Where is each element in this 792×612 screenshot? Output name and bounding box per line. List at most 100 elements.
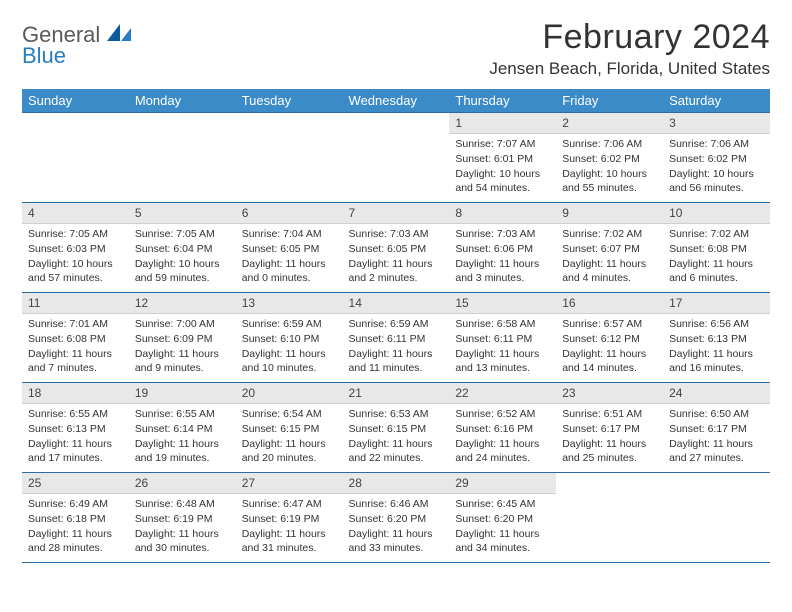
day-line-d1: Daylight: 10 hours [135,257,230,271]
day-cell: 18Sunrise: 6:55 AMSunset: 6:13 PMDayligh… [22,383,129,473]
day-line-ss: Sunset: 6:15 PM [242,422,337,436]
day-line-ss: Sunset: 6:09 PM [135,332,230,346]
day-line-d1: Daylight: 11 hours [242,257,337,271]
day-details: Sunrise: 7:01 AMSunset: 6:08 PMDaylight:… [22,314,129,380]
day-line-sr: Sunrise: 7:07 AM [455,137,550,151]
day-number: 23 [556,383,663,404]
day-line-d1: Daylight: 11 hours [562,437,657,451]
day-header-row: Sunday Monday Tuesday Wednesday Thursday… [22,89,770,113]
day-line-ss: Sunset: 6:18 PM [28,512,123,526]
day-line-sr: Sunrise: 7:05 AM [28,227,123,241]
day-details: Sunrise: 6:55 AMSunset: 6:14 PMDaylight:… [129,404,236,470]
day-line-sr: Sunrise: 7:06 AM [562,137,657,151]
day-details: Sunrise: 7:05 AMSunset: 6:04 PMDaylight:… [129,224,236,290]
day-cell: 4Sunrise: 7:05 AMSunset: 6:03 PMDaylight… [22,203,129,293]
day-line-ss: Sunset: 6:13 PM [669,332,764,346]
day-number: 5 [129,203,236,224]
day-line-sr: Sunrise: 7:05 AM [135,227,230,241]
day-cell [22,113,129,203]
day-line-sr: Sunrise: 7:06 AM [669,137,764,151]
day-line-ss: Sunset: 6:05 PM [349,242,444,256]
day-line-d2: and 19 minutes. [135,451,230,465]
day-number: 8 [449,203,556,224]
day-line-ss: Sunset: 6:10 PM [242,332,337,346]
day-cell: 2Sunrise: 7:06 AMSunset: 6:02 PMDaylight… [556,113,663,203]
day-details: Sunrise: 6:46 AMSunset: 6:20 PMDaylight:… [343,494,450,560]
day-details: Sunrise: 7:02 AMSunset: 6:08 PMDaylight:… [663,224,770,290]
day-line-sr: Sunrise: 6:56 AM [669,317,764,331]
day-cell: 19Sunrise: 6:55 AMSunset: 6:14 PMDayligh… [129,383,236,473]
day-line-ss: Sunset: 6:17 PM [562,422,657,436]
day-line-ss: Sunset: 6:19 PM [135,512,230,526]
day-details: Sunrise: 6:53 AMSunset: 6:15 PMDaylight:… [343,404,450,470]
day-number: 7 [343,203,450,224]
day-line-ss: Sunset: 6:11 PM [349,332,444,346]
brand-blue: Blue [22,45,133,67]
day-line-d2: and 14 minutes. [562,361,657,375]
day-number: 20 [236,383,343,404]
day-header-tue: Tuesday [236,89,343,113]
day-line-d2: and 34 minutes. [455,541,550,555]
day-number: 29 [449,473,556,494]
day-line-d1: Daylight: 11 hours [562,257,657,271]
day-number [129,113,236,133]
day-details: Sunrise: 7:06 AMSunset: 6:02 PMDaylight:… [556,134,663,200]
day-cell: 7Sunrise: 7:03 AMSunset: 6:05 PMDaylight… [343,203,450,293]
day-details: Sunrise: 7:00 AMSunset: 6:09 PMDaylight:… [129,314,236,380]
day-details: Sunrise: 7:03 AMSunset: 6:05 PMDaylight:… [343,224,450,290]
day-line-ss: Sunset: 6:20 PM [455,512,550,526]
day-line-ss: Sunset: 6:04 PM [135,242,230,256]
day-line-ss: Sunset: 6:12 PM [562,332,657,346]
day-number: 9 [556,203,663,224]
day-number: 28 [343,473,450,494]
day-cell: 5Sunrise: 7:05 AMSunset: 6:04 PMDaylight… [129,203,236,293]
day-cell: 24Sunrise: 6:50 AMSunset: 6:17 PMDayligh… [663,383,770,473]
day-line-ss: Sunset: 6:08 PM [28,332,123,346]
day-line-d1: Daylight: 11 hours [349,437,444,451]
day-number: 12 [129,293,236,314]
day-number: 17 [663,293,770,314]
day-details: Sunrise: 6:51 AMSunset: 6:17 PMDaylight:… [556,404,663,470]
day-line-ss: Sunset: 6:01 PM [455,152,550,166]
day-line-sr: Sunrise: 6:46 AM [349,497,444,511]
month-title: February 2024 [489,18,770,57]
day-number: 11 [22,293,129,314]
day-details: Sunrise: 7:03 AMSunset: 6:06 PMDaylight:… [449,224,556,290]
day-line-ss: Sunset: 6:11 PM [455,332,550,346]
day-cell: 17Sunrise: 6:56 AMSunset: 6:13 PMDayligh… [663,293,770,383]
day-line-d2: and 9 minutes. [135,361,230,375]
calendar-body: 1 Sunrise: 7:07 AMSunset: 6:01 PM Daylight… [22,113,770,563]
day-line-ss: Sunset: 6:03 PM [28,242,123,256]
day-cell: 21Sunrise: 6:53 AMSunset: 6:15 PMDayligh… [343,383,450,473]
day-cell: 9Sunrise: 7:02 AMSunset: 6:07 PMDaylight… [556,203,663,293]
day-line-sr: Sunrise: 6:53 AM [349,407,444,421]
day-number: 14 [343,293,450,314]
day-line-sr: Sunrise: 6:59 AM [242,317,337,331]
day-details: Sunrise: 7:04 AMSunset: 6:05 PMDaylight:… [236,224,343,290]
day-line-sr: Sunrise: 6:57 AM [562,317,657,331]
location: Jensen Beach, Florida, United States [489,59,770,79]
day-cell: 27Sunrise: 6:47 AMSunset: 6:19 PMDayligh… [236,473,343,563]
day-line-sr: Sunrise: 7:03 AM [349,227,444,241]
day-details: Sunrise: 6:45 AMSunset: 6:20 PMDaylight:… [449,494,556,560]
day-number: 2 [556,113,663,134]
day-line-d2: and 56 minutes. [669,181,764,195]
day-line-d1: Daylight: 11 hours [28,437,123,451]
day-cell [343,113,450,203]
title-block: February 2024 Jensen Beach, Florida, Uni… [489,18,770,85]
day-line-d1: Daylight: 11 hours [242,347,337,361]
day-details: Sunrise: 6:52 AMSunset: 6:16 PMDaylight:… [449,404,556,470]
day-line-d2: and 28 minutes. [28,541,123,555]
calendar-table: Sunday Monday Tuesday Wednesday Thursday… [22,89,770,563]
day-details: Sunrise: 6:59 AMSunset: 6:11 PMDaylight:… [343,314,450,380]
day-line-d2: and 20 minutes. [242,451,337,465]
day-line-sr: Sunrise: 6:55 AM [28,407,123,421]
day-line-d1: Daylight: 11 hours [28,347,123,361]
day-line-d2: and 3 minutes. [455,271,550,285]
day-line-ss: Sunset: 6:08 PM [669,242,764,256]
day-line-ss: Sunset: 6:17 PM [669,422,764,436]
brand-logo: General Blue [22,18,133,67]
day-number: 1 [449,113,556,134]
day-cell [129,113,236,203]
day-details: Sunrise: 7:02 AMSunset: 6:07 PMDaylight:… [556,224,663,290]
